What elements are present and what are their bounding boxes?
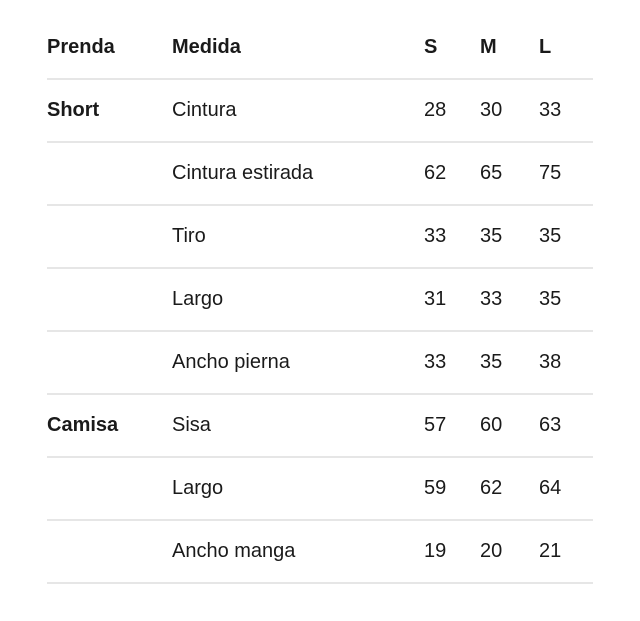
cell-s: 19 xyxy=(424,520,480,584)
cell-m: 35 xyxy=(480,331,539,395)
header-s: S xyxy=(424,17,480,80)
cell-prenda xyxy=(47,205,172,269)
size-table: Prenda Medida S M L Short Cintura 28 30 33 Ci… xyxy=(47,17,593,584)
cell-medida: Ancho pierna xyxy=(172,331,424,395)
cell-s: 31 xyxy=(424,268,480,332)
cell-medida: Cintura xyxy=(172,79,424,143)
cell-prenda xyxy=(47,268,172,332)
cell-medida: Tiro xyxy=(172,205,424,269)
cell-m: 33 xyxy=(480,268,539,332)
header-m: M xyxy=(480,17,539,80)
cell-m: 30 xyxy=(480,79,539,143)
cell-m: 62 xyxy=(480,457,539,521)
cell-medida: Largo xyxy=(172,268,424,332)
header-l: L xyxy=(539,17,593,80)
cell-medida: Cintura estirada xyxy=(172,142,424,206)
cell-l: 64 xyxy=(539,457,593,521)
header-medida: Medida xyxy=(172,17,424,80)
cell-s: 62 xyxy=(424,142,480,206)
cell-prenda xyxy=(47,457,172,521)
cell-l: 21 xyxy=(539,520,593,584)
cell-s: 33 xyxy=(424,331,480,395)
cell-medida: Ancho manga xyxy=(172,520,424,584)
table-row: Largo 31 33 35 xyxy=(47,268,593,332)
cell-l: 63 xyxy=(539,394,593,458)
table-row: Short Cintura 28 30 33 xyxy=(47,79,593,143)
table-row: Ancho manga 19 20 21 xyxy=(47,520,593,584)
cell-prenda: Camisa xyxy=(47,394,172,458)
cell-m: 65 xyxy=(480,142,539,206)
cell-l: 75 xyxy=(539,142,593,206)
cell-s: 33 xyxy=(424,205,480,269)
table-header-row: Prenda Medida S M L xyxy=(47,17,593,80)
cell-l: 33 xyxy=(539,79,593,143)
header-prenda: Prenda xyxy=(47,17,172,80)
cell-prenda xyxy=(47,520,172,584)
cell-m: 35 xyxy=(480,205,539,269)
cell-medida: Sisa xyxy=(172,394,424,458)
cell-s: 59 xyxy=(424,457,480,521)
cell-l: 35 xyxy=(539,205,593,269)
table-row: Tiro 33 35 35 xyxy=(47,205,593,269)
cell-m: 20 xyxy=(480,520,539,584)
cell-m: 60 xyxy=(480,394,539,458)
cell-s: 28 xyxy=(424,79,480,143)
cell-l: 38 xyxy=(539,331,593,395)
cell-l: 35 xyxy=(539,268,593,332)
table-row: Largo 59 62 64 xyxy=(47,457,593,521)
cell-medida: Largo xyxy=(172,457,424,521)
table-row: Cintura estirada 62 65 75 xyxy=(47,142,593,206)
cell-prenda xyxy=(47,142,172,206)
table-row: Camisa Sisa 57 60 63 xyxy=(47,394,593,458)
cell-prenda xyxy=(47,331,172,395)
cell-prenda: Short xyxy=(47,79,172,143)
table-row: Ancho pierna 33 35 38 xyxy=(47,331,593,395)
cell-s: 57 xyxy=(424,394,480,458)
